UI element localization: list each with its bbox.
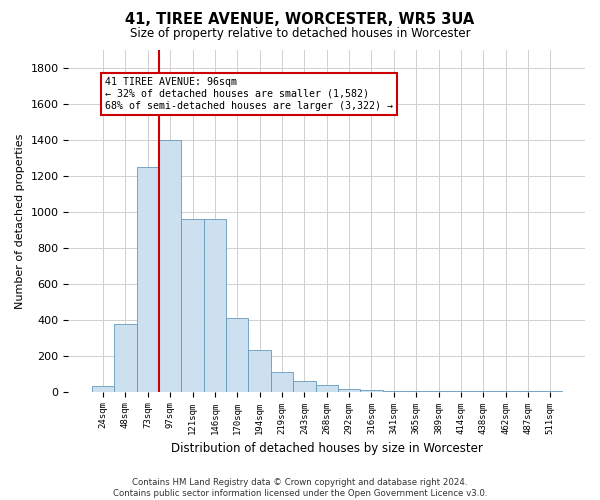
Text: Contains HM Land Registry data © Crown copyright and database right 2024.
Contai: Contains HM Land Registry data © Crown c… <box>113 478 487 498</box>
Bar <box>360 390 383 392</box>
Bar <box>316 386 338 392</box>
Bar <box>248 350 271 392</box>
Text: Size of property relative to detached houses in Worcester: Size of property relative to detached ho… <box>130 28 470 40</box>
Bar <box>450 391 472 392</box>
X-axis label: Distribution of detached houses by size in Worcester: Distribution of detached houses by size … <box>171 442 482 455</box>
Text: 41, TIREE AVENUE, WORCESTER, WR5 3UA: 41, TIREE AVENUE, WORCESTER, WR5 3UA <box>125 12 475 28</box>
Bar <box>271 372 293 392</box>
Bar <box>159 140 181 392</box>
Bar <box>92 386 114 392</box>
Bar <box>472 391 494 392</box>
Bar <box>114 324 137 392</box>
Bar <box>494 391 517 392</box>
Bar <box>539 391 562 392</box>
Bar <box>293 381 316 392</box>
Bar <box>137 167 159 392</box>
Text: 41 TIREE AVENUE: 96sqm
← 32% of detached houses are smaller (1,582)
68% of semi-: 41 TIREE AVENUE: 96sqm ← 32% of detached… <box>104 78 392 110</box>
Bar <box>383 391 405 392</box>
Bar <box>204 219 226 392</box>
Bar <box>517 391 539 392</box>
Bar <box>338 389 360 392</box>
Bar <box>427 391 450 392</box>
Bar <box>226 318 248 392</box>
Bar <box>181 219 204 392</box>
Y-axis label: Number of detached properties: Number of detached properties <box>15 133 25 308</box>
Bar <box>405 391 427 392</box>
